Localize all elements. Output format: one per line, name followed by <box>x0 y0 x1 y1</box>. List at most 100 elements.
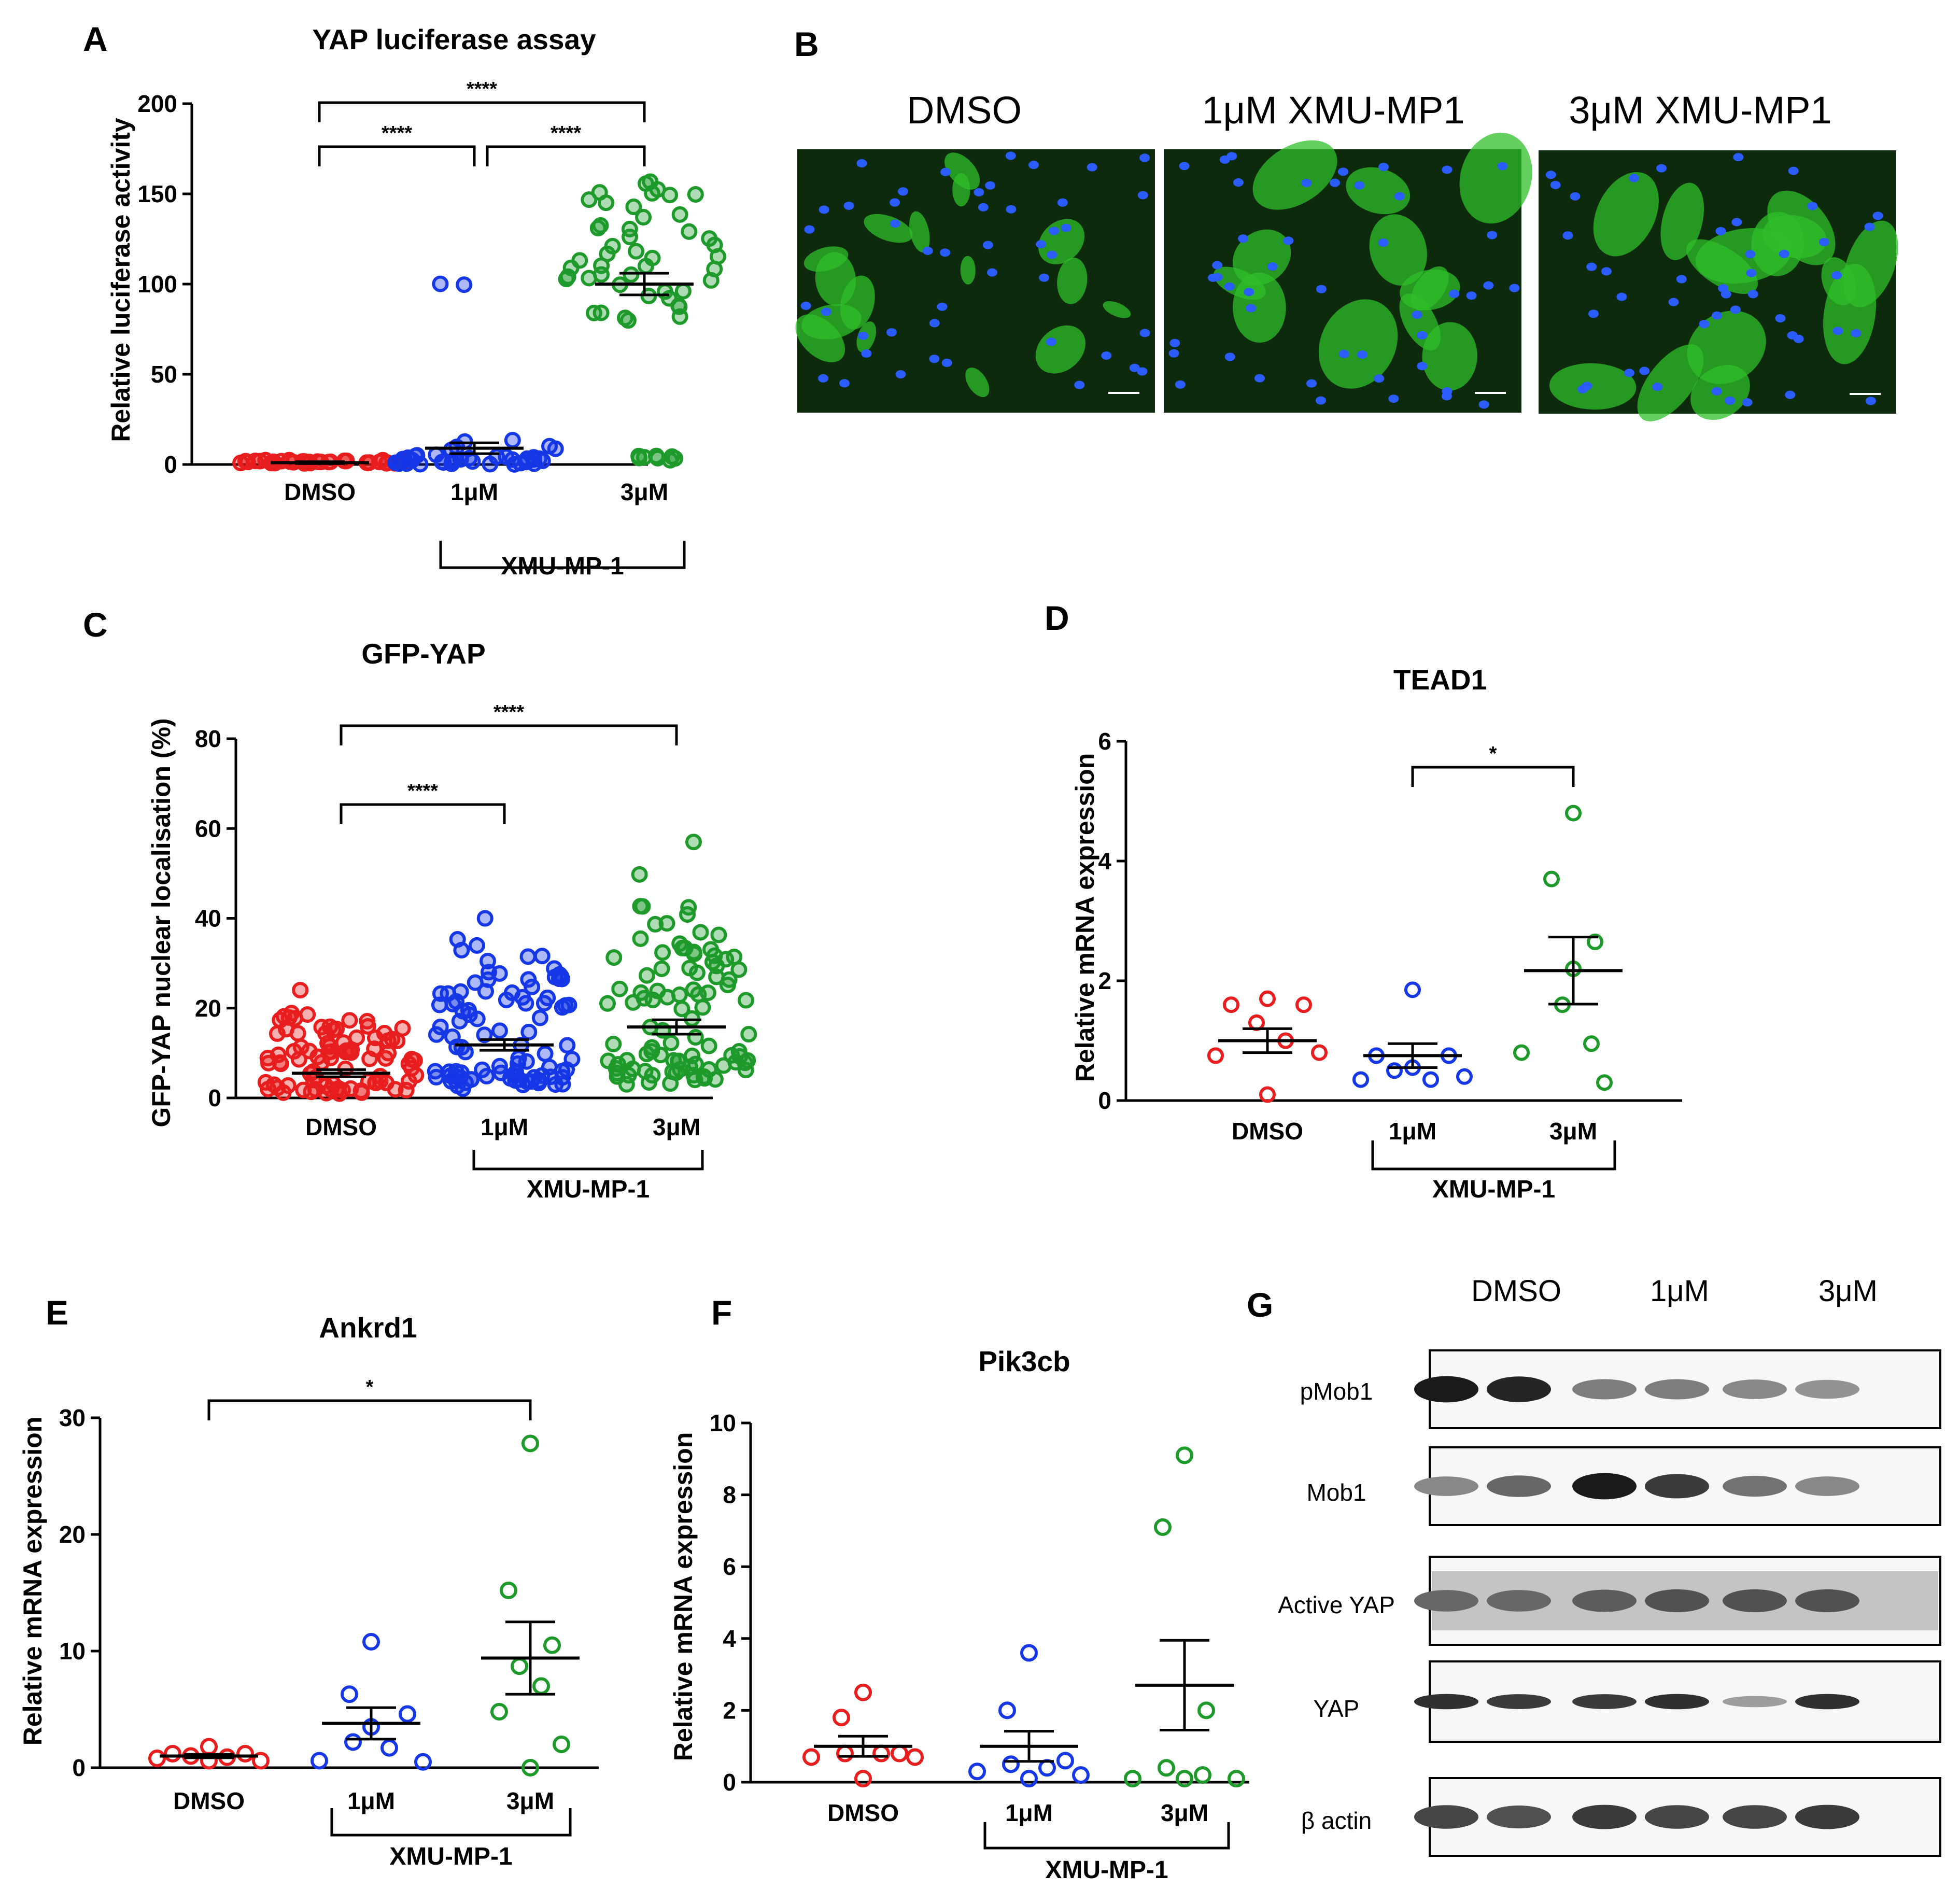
significance-label: * <box>1489 743 1497 765</box>
cell-body <box>960 256 976 285</box>
cell-body <box>1593 172 1659 257</box>
data-point <box>482 456 499 473</box>
y-tick-label: 200 <box>137 90 177 117</box>
cell-body <box>815 252 856 306</box>
cell-nucleus <box>898 187 909 196</box>
data-point <box>531 1009 548 1026</box>
data-point <box>554 1076 571 1093</box>
cell-nucleus <box>1267 262 1278 271</box>
cell-nucleus <box>890 198 900 207</box>
data-point <box>1513 1044 1530 1061</box>
data-point <box>998 1701 1016 1719</box>
cell-nucleus <box>1212 261 1223 270</box>
cell-nucleus <box>1550 180 1561 189</box>
data-point <box>692 924 709 941</box>
cell-nucleus <box>1417 331 1428 340</box>
cell-nucleus <box>1139 153 1150 162</box>
data-point <box>444 995 461 1012</box>
cell-nucleus <box>1283 236 1294 245</box>
group-bracket <box>1371 1140 1616 1171</box>
group-bracket <box>983 1822 1230 1850</box>
blot-band <box>1487 1694 1551 1709</box>
blot-band <box>1414 1376 1478 1403</box>
chart-d-tead1: D TEAD1 Relative mRNA expression 0 2 4 6 DMS… <box>1045 599 1682 1203</box>
cell-nucleus <box>890 219 900 228</box>
data-point <box>643 1043 660 1060</box>
cell-nucleus <box>1656 164 1667 173</box>
cell-nucleus <box>1357 350 1367 359</box>
significance-bracket <box>318 145 476 166</box>
cell-nucleus <box>941 358 952 367</box>
panel-g-western-blot: G DMSO 1μM 3μM pMob1 Mob1 Active YAP YAP… <box>1247 1274 1941 1857</box>
blot-band <box>1795 1805 1859 1829</box>
cell-nucleus <box>929 319 940 328</box>
cell-nucleus <box>1224 282 1235 291</box>
cell-nucleus <box>1733 153 1744 162</box>
data-point <box>403 1051 420 1068</box>
chart-title: Pik3cb <box>978 1345 1070 1377</box>
cell-nucleus <box>1087 163 1097 172</box>
data-point <box>341 1685 358 1703</box>
y-tick-label: 60 <box>195 815 221 842</box>
cell-body <box>1687 311 1766 384</box>
data-point <box>520 1023 538 1040</box>
cell-nucleus <box>1226 152 1237 161</box>
data-point <box>1223 996 1239 1013</box>
cell-body <box>1035 325 1085 374</box>
data-point <box>398 455 415 472</box>
data-point <box>362 1633 380 1651</box>
y-tick-label: 2 <box>723 1697 736 1724</box>
data-point <box>694 999 711 1016</box>
cell-nucleus <box>1478 400 1489 409</box>
cell-nucleus <box>1049 227 1060 235</box>
data-point <box>518 1053 535 1070</box>
data-point <box>891 1744 908 1763</box>
cell-nucleus <box>985 181 996 190</box>
data-point <box>320 1044 337 1061</box>
panel-label-d: D <box>1045 599 1069 637</box>
cell-nucleus <box>1039 273 1050 282</box>
cell-nucleus <box>1570 192 1581 201</box>
data-point <box>1543 870 1560 887</box>
group-bracket <box>439 541 686 569</box>
x-tick-label: DMSO <box>305 1113 377 1140</box>
cell-nucleus <box>1715 227 1726 235</box>
data-point <box>737 992 754 1009</box>
data-point <box>537 1045 554 1062</box>
cell-nucleus <box>1316 285 1327 293</box>
data-point <box>341 1012 358 1029</box>
data-point <box>833 1709 850 1727</box>
data-point <box>631 866 648 883</box>
data-point <box>1176 1770 1193 1788</box>
cell-nucleus <box>839 379 850 388</box>
cell-nucleus <box>929 355 940 363</box>
data-point <box>1295 996 1312 1013</box>
data-point <box>1565 805 1582 822</box>
chart-e-ankrd1: E Ankrd1 Relative mRNA expression 0 10 20 3… <box>18 1293 599 1870</box>
data-point <box>719 977 736 994</box>
cell-nucleus <box>1378 238 1389 247</box>
blot-band <box>1487 1475 1551 1497</box>
cell-nucleus <box>1137 367 1148 376</box>
cell-body <box>1767 190 1836 265</box>
blot-band <box>1795 1589 1859 1613</box>
chart-title: YAP luciferase assay <box>312 23 596 55</box>
x-tick-label: 1μM <box>1005 1799 1053 1826</box>
data-point <box>520 971 537 988</box>
data-point <box>717 951 735 968</box>
data-point <box>649 181 666 198</box>
data-point <box>1228 1770 1245 1788</box>
cell-nucleus <box>1394 192 1405 201</box>
data-point <box>1056 1752 1074 1770</box>
cell-nucleus <box>1061 223 1071 232</box>
cell-nucleus <box>1417 362 1428 371</box>
cell-nucleus <box>1721 290 1731 299</box>
cell-nucleus <box>1330 178 1341 187</box>
cell-nucleus <box>856 159 867 167</box>
cell-body <box>1346 167 1411 215</box>
data-point <box>702 941 720 958</box>
data-point <box>366 1040 383 1058</box>
data-point <box>674 283 692 300</box>
data-point <box>543 1636 561 1654</box>
data-point <box>498 991 515 1008</box>
